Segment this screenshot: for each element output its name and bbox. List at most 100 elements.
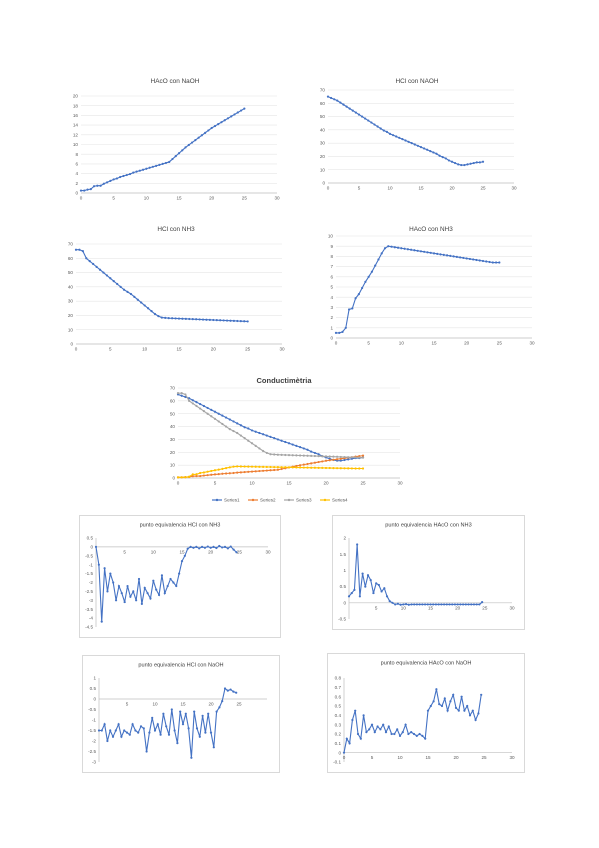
data-point	[192, 546, 195, 549]
data-point	[236, 431, 239, 435]
data-point	[262, 465, 265, 468]
chart-svg: punto equivalencia HCl con NH3 0.5 0 -0.5 -1…	[85, 523, 271, 630]
data-point	[119, 285, 122, 288]
data-point	[361, 467, 365, 470]
y-tick-label: 0.7	[335, 685, 342, 690]
data-point	[367, 275, 370, 278]
data-point	[120, 735, 123, 738]
data-point	[213, 473, 217, 476]
data-point	[117, 723, 120, 726]
y-tick-label: -0.5	[88, 707, 96, 712]
data-point	[161, 162, 164, 165]
data-point	[280, 453, 283, 456]
data-point	[407, 603, 410, 606]
data-point	[390, 732, 393, 736]
data-point	[418, 603, 421, 606]
data-point	[477, 712, 480, 715]
data-point	[438, 154, 441, 157]
data-point	[163, 592, 166, 595]
data-point	[354, 297, 357, 300]
data-point	[413, 603, 416, 606]
data-point	[291, 443, 294, 446]
data-point	[115, 177, 119, 180]
data-point	[280, 439, 283, 442]
y-tick-label: 5	[330, 285, 333, 290]
y-tick-label: 7	[330, 264, 333, 269]
data-point	[339, 101, 342, 104]
data-point	[423, 147, 426, 150]
data-point	[339, 457, 342, 460]
data-point	[193, 710, 196, 713]
series-line	[178, 392, 364, 459]
data-point	[235, 551, 238, 554]
data-point	[199, 407, 202, 410]
data-point	[223, 687, 227, 690]
data-point	[180, 560, 184, 563]
data-point	[194, 139, 197, 142]
data-point	[350, 591, 353, 595]
data-point	[146, 592, 149, 595]
x-tick-label: 25	[482, 605, 488, 610]
data-point	[112, 280, 115, 283]
y-tick-label: 0	[90, 545, 93, 550]
chart-svg: HAcO con NaOH 0 2 4 6 8 10 12 14 16 18 20 0 5 10 15 20 25…	[73, 78, 280, 201]
data-point	[432, 151, 435, 154]
data-point	[174, 155, 177, 158]
data-point	[133, 295, 136, 298]
data-point	[114, 599, 118, 602]
data-point	[134, 729, 137, 732]
x-tick-label: 25	[245, 347, 251, 352]
data-point	[92, 262, 95, 266]
data-point	[126, 290, 129, 293]
data-point	[328, 459, 331, 462]
data-point	[380, 252, 383, 255]
data-point	[187, 727, 190, 730]
data-point	[287, 454, 291, 457]
data-point	[332, 455, 335, 458]
data-point	[225, 319, 229, 322]
data-point	[191, 473, 194, 476]
data-point	[219, 319, 222, 322]
data-point	[122, 288, 126, 291]
data-point	[399, 603, 402, 606]
data-point	[210, 473, 213, 476]
data-point	[444, 157, 447, 160]
data-point	[457, 163, 460, 166]
data-point	[404, 139, 407, 142]
data-point	[382, 723, 385, 726]
data-point	[383, 247, 387, 250]
legend-label: Series3	[296, 498, 312, 503]
data-point	[198, 547, 201, 550]
x-tick-label: 20	[208, 549, 214, 554]
y-tick-label: 30	[320, 141, 326, 146]
data-point	[243, 320, 246, 323]
data-point	[135, 599, 138, 602]
data-point	[243, 107, 246, 110]
data-point	[369, 579, 372, 582]
data-point	[232, 420, 235, 423]
y-tick-label: 0	[70, 342, 73, 347]
data-point	[462, 603, 465, 606]
data-point	[439, 253, 442, 256]
data-point	[233, 113, 236, 116]
data-point	[247, 465, 250, 468]
data-point	[284, 440, 287, 444]
data-point	[180, 394, 183, 397]
data-point	[440, 704, 444, 708]
y-tick-label: -0.5	[338, 617, 346, 622]
data-point	[404, 723, 407, 726]
data-point	[243, 465, 246, 468]
y-tick-label: 2	[330, 315, 333, 320]
chart-hacao-nh3-panel: HAcO con NH3 0 1 2 3 4 5 6 7 8 9 10 0 5 10 15 20 25 30	[322, 220, 540, 350]
data-point	[209, 731, 213, 734]
data-point	[166, 584, 169, 588]
data-point	[348, 107, 351, 110]
data-point	[379, 127, 382, 130]
data-point	[448, 603, 451, 606]
legend-marker	[323, 498, 327, 502]
data-point	[467, 603, 470, 606]
data-point	[97, 563, 100, 566]
chart-svg: HCl con NH3 0 10 20 30 40 50 60 70 0 5 10 15 20 25 30	[68, 226, 285, 352]
data-point	[137, 577, 141, 581]
data-point	[247, 427, 250, 430]
